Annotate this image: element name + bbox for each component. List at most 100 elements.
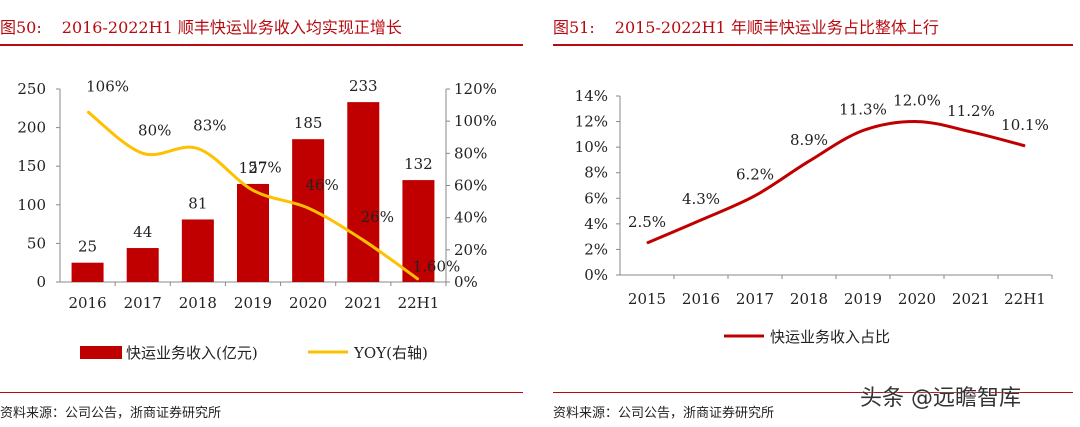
share-data-label: 11.2% — [947, 102, 995, 120]
bar-2016 — [71, 262, 104, 282]
source-note: 资料来源：公司公告，浙商证券研究所 — [553, 406, 775, 421]
yoy-data-label: 106% — [86, 78, 129, 96]
bar-data-label: 127 — [239, 159, 268, 177]
yoy-point-2017 — [142, 152, 144, 154]
share-point-2020 — [916, 121, 918, 123]
right-tick-label: 40% — [454, 209, 487, 227]
source-divider — [0, 392, 523, 393]
left-tick-label: 0 — [36, 273, 46, 291]
left-tick-label: 150 — [17, 157, 46, 175]
figure-50-title-text: 2016-2022H1 顺丰快运业务收入均实现正增长 — [61, 18, 402, 37]
y-tick-label: 6% — [584, 189, 608, 207]
left-tick-label: 200 — [17, 119, 46, 137]
figure-50-title: 图50: 2016-2022H1 顺丰快运业务收入均实现正增长 — [0, 14, 402, 38]
legend-bar-swatch — [80, 346, 122, 359]
bar-2021 — [347, 102, 380, 283]
source-divider — [553, 392, 1073, 393]
bar-data-label: 132 — [404, 155, 433, 173]
left-tick-label: 250 — [17, 80, 46, 98]
x-tick-label: 2020 — [898, 290, 936, 308]
share-point-2015 — [646, 242, 648, 244]
x-tick-label: 2018 — [790, 290, 828, 308]
share-data-label: 8.9% — [790, 131, 828, 149]
share-point-22H1 — [1024, 145, 1026, 147]
bar-data-label: 25 — [78, 238, 97, 256]
yoy-data-label: 57% — [248, 158, 281, 176]
yoy-point-2018 — [197, 148, 199, 150]
bar-data-label: 185 — [294, 114, 323, 132]
yoy-data-label: 80% — [138, 121, 171, 139]
right-tick-label: 0% — [454, 273, 478, 291]
bar-2017 — [126, 248, 159, 282]
figure-50-number: 图50: — [0, 18, 42, 37]
share-point-2021 — [970, 131, 972, 133]
watermark: 头条 @远瞻智库 — [860, 386, 1021, 411]
y-tick-label: 2% — [584, 240, 608, 258]
share-chart: 0% 2% 4% 6% 8% 10% 12% 14% 2015 2016 2017 2018 2019 2… — [575, 87, 1053, 346]
x-tick-label: 2016 — [68, 294, 106, 312]
bar-data-label: 81 — [188, 194, 207, 212]
share-data-label: 4.3% — [682, 190, 720, 208]
x-tick-label: 22H1 — [1004, 290, 1046, 308]
y-tick-label: 8% — [584, 164, 608, 182]
y-tick-label: 0% — [584, 266, 608, 284]
share-data-label: 2.5% — [628, 213, 666, 231]
left-tick-label: 100 — [17, 196, 46, 214]
share-point-2017 — [754, 195, 756, 197]
x-tick-label: 22H1 — [398, 294, 440, 312]
yoy-data-label: 83% — [193, 117, 226, 135]
legend-bar-label: 快运业务收入(亿元) — [126, 344, 258, 362]
bar-2018 — [181, 219, 214, 282]
y-tick-label: 4% — [584, 215, 608, 233]
x-tick-label: 2018 — [179, 294, 217, 312]
right-tick-label: 20% — [454, 241, 487, 259]
share-data-label: 10.1% — [1001, 116, 1049, 134]
yoy-data-label: 1.60% — [413, 257, 461, 275]
source-note: 资料来源：公司公告，浙商证券研究所 — [0, 406, 222, 421]
x-tick-label: 2015 — [628, 290, 666, 308]
share-data-label: 6.2% — [736, 166, 774, 184]
right-tick-label: 120% — [454, 80, 497, 98]
y-tick-label: 12% — [575, 113, 608, 131]
bar-22H1 — [402, 180, 435, 282]
x-tick-label: 2019 — [234, 294, 272, 312]
bar-2020 — [292, 139, 325, 282]
share-point-2019 — [862, 130, 864, 132]
right-tick-label: 100% — [454, 112, 497, 130]
figure-51-number: 图51: — [553, 18, 595, 37]
x-tick-label: 2021 — [952, 290, 990, 308]
x-tick-label: 2017 — [124, 294, 162, 312]
y-tick-label: 10% — [575, 138, 608, 156]
yoy-point-2019 — [252, 189, 254, 191]
y-tick-label: 14% — [575, 87, 608, 105]
yoy-point-2020 — [307, 207, 309, 209]
figure-51-title: 图51: 2015-2022H1 年顺丰快运业务占比整体上行 — [553, 14, 939, 38]
title-divider — [553, 44, 1073, 46]
figure-51-title-text: 2015-2022H1 年顺丰快运业务占比整体上行 — [614, 18, 939, 37]
x-tick-label: 2016 — [682, 290, 720, 308]
legend-line-label: 快运业务收入占比 — [770, 328, 890, 346]
share-point-2018 — [808, 160, 810, 162]
title-divider — [0, 44, 523, 46]
yoy-data-label: 26% — [361, 208, 394, 226]
figure-50: 图50: 2016-2022H1 顺丰快运业务收入均实现正增长 0 50 100 150… — [0, 0, 527, 427]
revenue-yoy-chart: 0 50 100 150 200 250 0% 20% 40% 60% 80% 100% 120% 201… — [17, 77, 497, 362]
right-tick-label: 80% — [454, 144, 487, 162]
share-point-2016 — [700, 219, 702, 221]
share-data-label: 12.0% — [893, 92, 941, 110]
figure-51: 图51: 2015-2022H1 年顺丰快运业务占比整体上行 0% 2% 4% 6% 8%… — [553, 0, 1080, 427]
yoy-data-label: 46% — [305, 176, 338, 194]
share-series-line — [646, 120, 1026, 245]
yoy-point-2016 — [87, 111, 89, 113]
yoy-point-22H1 — [417, 278, 419, 280]
x-tick-label: 2020 — [289, 294, 327, 312]
yoy-point-2021 — [362, 239, 364, 241]
bar-data-label: 44 — [133, 223, 152, 241]
right-tick-label: 60% — [454, 177, 487, 195]
legend-line-label: YOY(右轴) — [353, 344, 428, 362]
share-data-label: 11.3% — [839, 101, 887, 119]
x-tick-label: 2017 — [736, 290, 774, 308]
x-tick-label: 2021 — [344, 294, 382, 312]
bar-2019 — [237, 183, 269, 282]
bar-data-label: 233 — [349, 77, 378, 95]
